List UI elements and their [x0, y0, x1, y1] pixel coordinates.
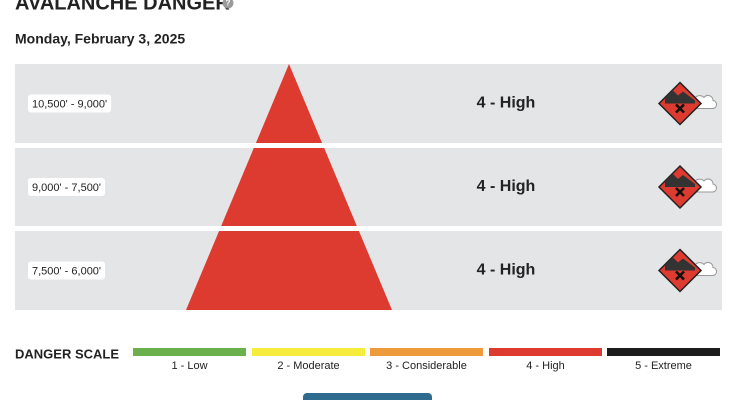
pyramid-segment	[255, 64, 323, 143]
scale-label: 4 - High	[526, 360, 565, 372]
elevation-box	[28, 94, 112, 113]
row-band	[15, 64, 722, 143]
scale-bar	[370, 348, 483, 356]
elevation-box	[28, 261, 106, 280]
title: AVALANCHE DANGER	[15, 0, 230, 14]
row-band	[15, 148, 722, 226]
elevation-box	[28, 178, 106, 196]
icon-x	[675, 270, 685, 281]
danger-rating: 4 - High	[477, 262, 536, 279]
scale-bar	[252, 348, 365, 356]
icon-mountain	[665, 174, 695, 187]
danger-rating: 4 - High	[477, 95, 536, 112]
info-icon[interactable]: ?	[222, 0, 234, 9]
danger-icon	[657, 248, 717, 293]
scale-label: 3 - Considerable	[386, 360, 467, 372]
scale-bar	[489, 348, 602, 356]
scale-label: 5 - Extreme	[635, 360, 692, 372]
elevation-label: 10,500' - 9,000'	[32, 98, 107, 110]
pyramid-segment	[221, 148, 357, 226]
scale-title: DANGER SCALE	[15, 346, 119, 361]
svg-text:?: ?	[226, 0, 231, 8]
scale-bar	[607, 348, 720, 356]
scale-label: 1 - Low	[171, 360, 207, 372]
button[interactable]	[303, 393, 432, 400]
scale-label: 2 - Moderate	[277, 360, 339, 372]
icon-x	[675, 103, 685, 114]
danger-rating: 4 - High	[477, 178, 536, 195]
danger-icon	[657, 81, 717, 126]
danger-icon	[657, 164, 717, 210]
icon-mountain	[665, 257, 695, 271]
elevation-label: 9,000' - 7,500'	[32, 182, 101, 194]
date: Monday, February 3, 2025	[15, 31, 185, 47]
icon-mountain	[665, 90, 695, 104]
elevation-label: 7,500' - 6,000'	[32, 265, 101, 277]
pyramid-segment	[186, 231, 392, 310]
scale-bar	[133, 348, 246, 356]
icon-x	[675, 187, 685, 197]
